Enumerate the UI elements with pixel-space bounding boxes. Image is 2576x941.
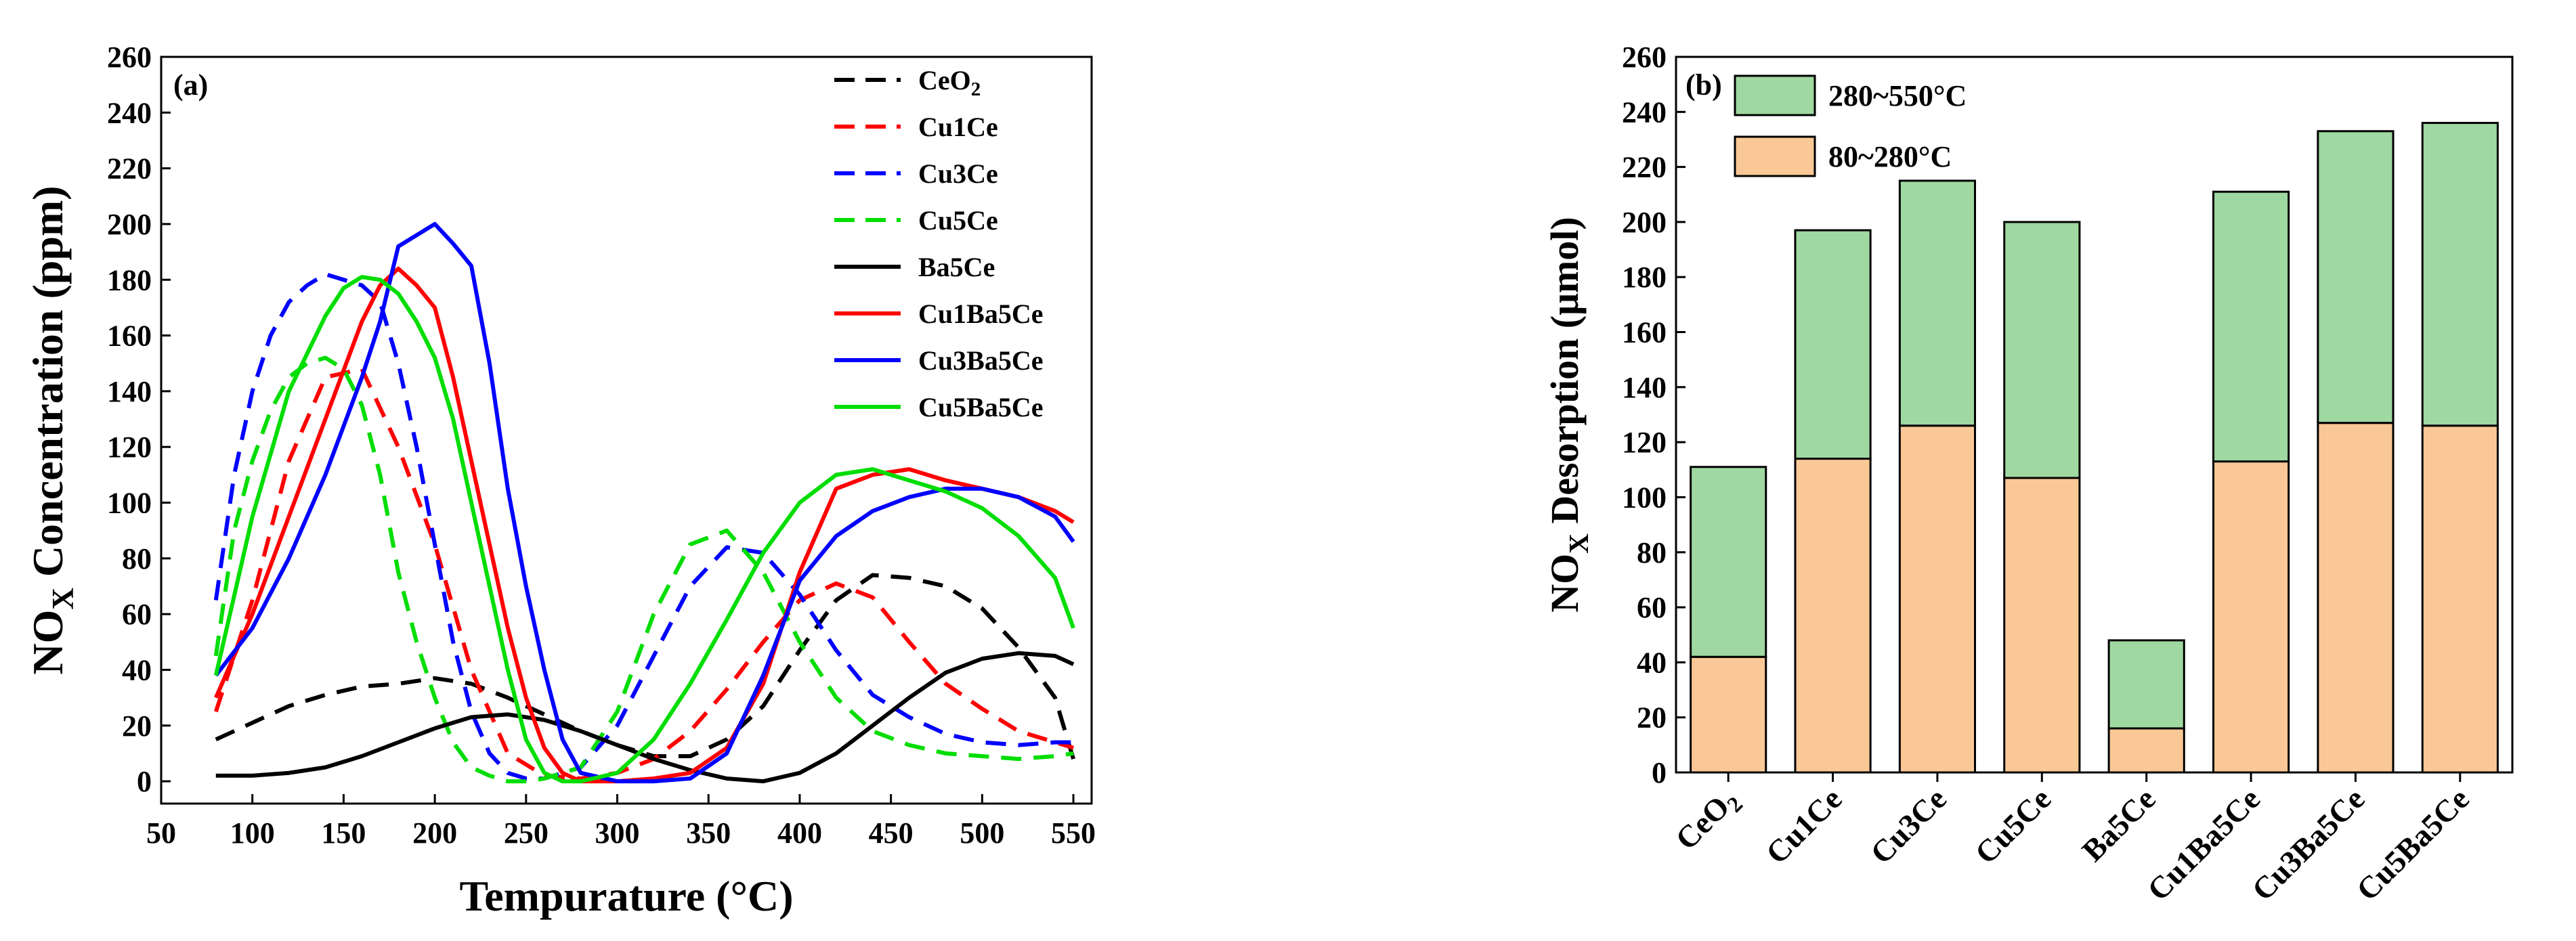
- x-tick-label: 200: [412, 816, 457, 850]
- y-tick-label: 60: [122, 598, 152, 631]
- y-tick-label: 100: [107, 487, 152, 520]
- panel-b-frame: [1675, 56, 2514, 774]
- legend-swatch: [1734, 74, 1816, 116]
- legend-label: 280~550°C: [1828, 79, 1967, 112]
- y-tick-label: 20: [1637, 701, 1667, 735]
- y-tick-label: 80: [1637, 536, 1667, 569]
- panel-label: (a): [173, 68, 208, 102]
- series-line-cu5ba5ce: [213, 275, 1075, 784]
- x-tick-label: 100: [230, 816, 275, 850]
- bar-cu3ba5ce-280-550-c: [2317, 130, 2395, 424]
- panel-b-stacked-bar-chart: 0 20 40 60 80 100 120 140 160 180 200 220 240 260 NOX …: [1543, 41, 2514, 907]
- bar-cu5ce-280-550-c: [2003, 221, 2081, 479]
- x-tick-label: 300: [595, 816, 640, 850]
- bar-cu1ba5ce-280-550-c: [2212, 190, 2290, 463]
- legend-label: Ba5Ce: [918, 252, 995, 282]
- bar-cu1ce-80-280-c: [1794, 458, 1872, 774]
- legend-label: Cu5Ba5Ce: [918, 392, 1043, 422]
- legend-label: CeO2: [918, 65, 981, 100]
- y-tick-label: 40: [122, 653, 152, 686]
- x-tick-label: Cu5Ce: [1969, 781, 2058, 871]
- series-line-ceo2: [215, 573, 1075, 760]
- y-tick-label: 120: [1622, 426, 1667, 459]
- y-tick-label: 240: [107, 96, 152, 129]
- bar-ba5ce-280-550-c: [2107, 639, 2185, 730]
- y-tick-label: 180: [107, 263, 152, 297]
- bar-ceo2-80-280-c: [1690, 655, 1767, 774]
- x-tick-label: Cu3Ba5Ce: [2245, 781, 2371, 907]
- y-tick-label: 220: [107, 152, 152, 185]
- y-tick-label: 80: [122, 542, 152, 575]
- bar-ba5ce-80-280-c: [2107, 727, 2185, 774]
- y-tick-label: 0: [137, 765, 152, 798]
- legend-label: Cu1Ba5Ce: [918, 299, 1043, 329]
- y-tick-label: 160: [107, 320, 152, 353]
- series-line-cu3ce: [213, 272, 1074, 781]
- y-tick-label: 260: [1622, 41, 1667, 74]
- panel-a-frame: [160, 56, 1093, 805]
- series-line-cu5ce: [213, 355, 1074, 784]
- x-tick-label: 150: [321, 816, 366, 850]
- y-tick-label: 100: [1622, 481, 1667, 514]
- legend-label: 80~280°C: [1828, 140, 1952, 173]
- x-tick-label: 400: [777, 816, 822, 850]
- bar-ceo2-280-550-c: [1690, 466, 1767, 658]
- y-tick-label: 180: [1622, 261, 1667, 294]
- x-tick-label: 450: [869, 816, 914, 850]
- bar-cu1ce-280-550-c: [1794, 229, 1872, 460]
- panel-label: (b): [1686, 68, 1722, 102]
- legend-label: Cu3Ce: [918, 158, 998, 189]
- y-tick-label: 160: [1622, 316, 1667, 349]
- x-tick-label: Cu3Ce: [1864, 781, 1953, 871]
- series-line-cu3ba5ce: [214, 221, 1075, 784]
- y-tick-label: 40: [1637, 646, 1667, 679]
- y-tick-label: 140: [107, 375, 152, 408]
- x-tick-label: 50: [146, 816, 176, 850]
- bar-cu3ce-280-550-c: [1898, 179, 1977, 427]
- y-tick-label: 120: [107, 431, 152, 464]
- bar-cu1ba5ce-80-280-c: [2212, 460, 2290, 774]
- bar-cu5ce-80-280-c: [2003, 477, 2081, 774]
- x-tick-label: Cu1Ce: [1759, 781, 1849, 871]
- legend-label: Cu5Ce: [918, 205, 998, 236]
- y-tick-label: 240: [1622, 95, 1667, 129]
- legend-label: Cu3Ba5Ce: [918, 345, 1043, 376]
- y-axis-title: NOX Desorption (μmol): [1543, 217, 1594, 612]
- x-tick-label: 550: [1051, 816, 1096, 850]
- bar-cu5ba5ce-280-550-c: [2421, 122, 2499, 427]
- x-tick-label: Cu1Ba5Ce: [2141, 781, 2267, 907]
- y-tick-label: 20: [122, 709, 152, 743]
- x-tick-label: 500: [960, 816, 1004, 850]
- x-tick-label: Cu5Ba5Ce: [2350, 781, 2476, 907]
- y-tick-label: 220: [1622, 151, 1667, 184]
- y-tick-label: 260: [107, 41, 152, 74]
- bar-cu5ba5ce-80-280-c: [2421, 424, 2499, 774]
- panel-a-line-chart: 50 100 150 200 250 300 350 400 450 500 550 0 20 40 60 8…: [24, 41, 1096, 920]
- bar-cu3ce-80-280-c: [1898, 424, 1977, 774]
- legend-label: Cu1Ce: [918, 112, 998, 142]
- y-tick-label: 200: [107, 208, 152, 241]
- y-tick-label: 200: [1622, 206, 1667, 239]
- bar-cu3ba5ce-80-280-c: [2317, 422, 2395, 774]
- legend-swatch: [1734, 135, 1816, 177]
- x-tick-label: CeO2: [1669, 781, 1748, 860]
- y-tick-label: 60: [1637, 591, 1667, 624]
- x-tick-label: 350: [686, 816, 731, 850]
- x-tick-label: Ba5Ce: [2076, 781, 2162, 868]
- y-tick-label: 0: [1652, 756, 1667, 789]
- x-axis-title: Tempurature (°C): [459, 872, 793, 920]
- x-tick-label: 250: [504, 816, 549, 850]
- series-line-ba5ce: [215, 651, 1075, 784]
- y-axis-title: NOX Concentration (ppm): [24, 185, 80, 674]
- y-tick-label: 140: [1622, 371, 1667, 404]
- series-line-cu1ce: [213, 367, 1074, 781]
